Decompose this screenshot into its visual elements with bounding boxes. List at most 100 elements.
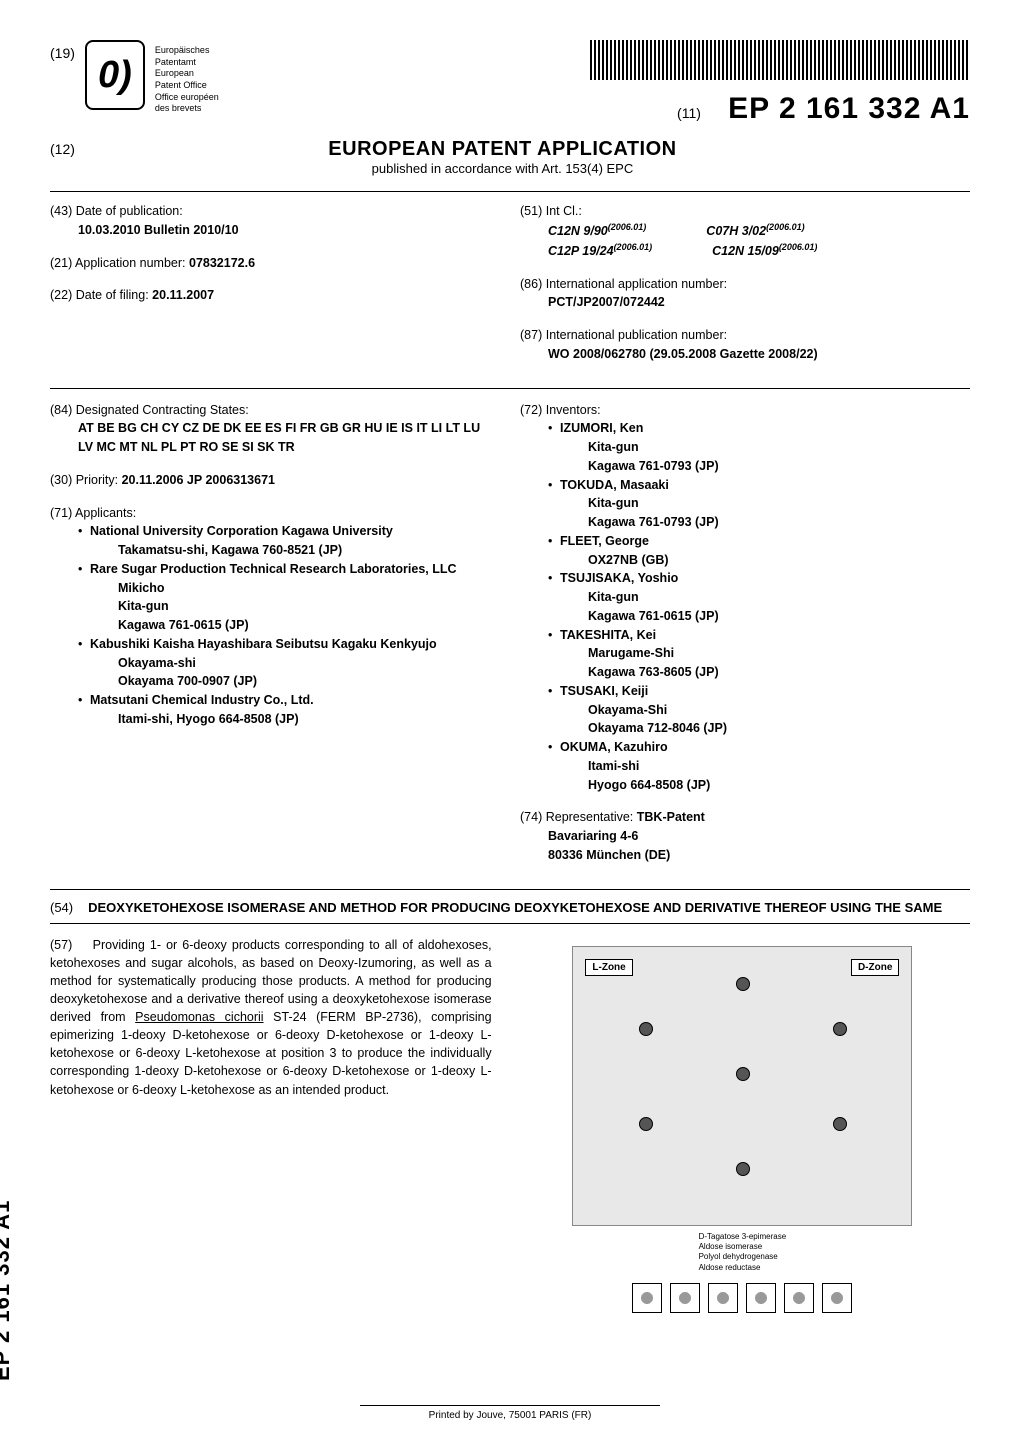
- field-value: 20.11.2007: [152, 288, 214, 302]
- field-11: (11): [677, 105, 701, 121]
- field-22: (22) Date of filing: 20.11.2007: [50, 286, 490, 305]
- header-left: (19) 0) Europäisches Patentamt European …: [50, 40, 219, 115]
- applicant-addr: Okayama 700-0907 (JP): [118, 674, 257, 688]
- field-value: 07832172.6: [189, 256, 255, 270]
- ipc-ver: (2006.01): [608, 222, 647, 232]
- legend-item: Aldose reductase: [699, 1263, 787, 1273]
- field-label: Date of publication:: [76, 204, 183, 218]
- field-43: (43) Date of publication: 10.03.2010 Bul…: [50, 202, 490, 240]
- publication-number: EP 2 161 332 A1: [728, 92, 970, 125]
- field-code: (43): [50, 204, 72, 218]
- ipc-code: C07H 3/02: [706, 224, 766, 238]
- mini-hex-icon: [670, 1283, 700, 1313]
- field-86: (86) International application number: P…: [520, 275, 960, 313]
- field-code: (72): [520, 403, 542, 417]
- field-code: (87): [520, 328, 542, 342]
- barcode: [590, 40, 970, 80]
- invention-title: DEOXYKETOHEXOSE ISOMERASE AND METHOD FOR…: [88, 900, 942, 915]
- applicant: •Rare Sugar Production Technical Researc…: [50, 560, 490, 635]
- field-code: (51): [520, 204, 542, 218]
- biblio-bottom: (84) Designated Contracting States: AT B…: [50, 391, 970, 890]
- figure-main: L-Zone D-Zone: [572, 946, 912, 1226]
- inventor: •TSUJISAKA, YoshioKita-gunKagawa 761-061…: [520, 569, 960, 625]
- field-code: (86): [520, 277, 542, 291]
- field-code: (71): [50, 506, 72, 520]
- field-label: Date of filing:: [76, 288, 149, 302]
- applicant: •National University Corporation Kagawa …: [50, 522, 490, 560]
- main-title: EUROPEAN PATENT APPLICATION: [95, 138, 910, 161]
- biblio-top: (43) Date of publication: 10.03.2010 Bul…: [50, 191, 970, 389]
- ipc-code: C12N 9/90: [548, 224, 608, 238]
- inventor: •TAKESHITA, KeiMarugame-ShiKagawa 763-86…: [520, 626, 960, 682]
- field-30: (30) Priority: 20.11.2006 JP 2006313671: [50, 471, 490, 490]
- rep-addr: 80336 München (DE): [520, 846, 960, 865]
- office-names: Europäisches Patentamt European Patent O…: [155, 40, 219, 115]
- biblio-bottom-left: (84) Designated Contracting States: AT B…: [50, 391, 510, 889]
- office-name-line: des brevets: [155, 103, 219, 115]
- field-57: (57): [50, 938, 72, 952]
- applicant: •Kabushiki Kaisha Hayashibara Seibutsu K…: [50, 635, 490, 691]
- page-footer: Printed by Jouve, 75001 PARIS (FR): [0, 1405, 1020, 1421]
- biblio-top-right: (51) Int Cl.: C12N 9/90(2006.01) C07H 3/…: [510, 192, 970, 388]
- ipc-code: C12P 19/24: [548, 244, 614, 258]
- field-value: AT BE BG CH CY CZ DE DK EE ES FI FR GB G…: [50, 419, 490, 457]
- field-54: (54): [50, 900, 73, 915]
- field-label: International application number:: [546, 277, 727, 291]
- side-publication-number: EP 2 161 332 A1: [0, 1200, 15, 1381]
- field-code: (84): [50, 403, 72, 417]
- ipc-ver: (2006.01): [779, 242, 818, 252]
- abstract-block: (57) Providing 1- or 6-deoxy products co…: [50, 936, 970, 1314]
- field-label: Inventors:: [546, 403, 601, 417]
- applicant-addr: Kagawa 761-0615 (JP): [118, 618, 249, 632]
- header-right: (11) EP 2 161 332 A1: [590, 40, 970, 126]
- field-value: PCT/JP2007/072442: [520, 293, 960, 312]
- pub-number-line: (11) EP 2 161 332 A1: [590, 92, 970, 126]
- field-72: (72) Inventors: •IZUMORI, KenKita-gunKag…: [520, 401, 960, 795]
- applicant-name: Rare Sugar Production Technical Research…: [90, 562, 457, 576]
- field-label: Representative:: [546, 810, 634, 824]
- inventor: •OKUMA, KazuhiroItami-shiHyogo 664-8508 …: [520, 738, 960, 794]
- field-label: Int Cl.:: [546, 204, 582, 218]
- inventor: •TOKUDA, MasaakiKita-gunKagawa 761-0793 …: [520, 476, 960, 532]
- mini-hex-icon: [784, 1283, 814, 1313]
- applicant-addr: Itami-shi, Hyogo 664-8508 (JP): [118, 712, 299, 726]
- legend-item: Polyol dehydrogenase: [699, 1252, 787, 1262]
- applicant-name: Matsutani Chemical Industry Co., Ltd.: [90, 693, 314, 707]
- field-label: Designated Contracting States:: [76, 403, 249, 417]
- figure-bottom-row: [632, 1283, 852, 1313]
- field-21: (21) Application number: 07832172.6: [50, 254, 490, 273]
- epo-logo: 0): [85, 40, 145, 110]
- field-code: (30): [50, 473, 72, 487]
- field-code: (74): [520, 810, 542, 824]
- field-74: (74) Representative: TBK-Patent Bavariar…: [520, 808, 960, 864]
- field-19: (19): [50, 40, 75, 61]
- field-label: Applicants:: [75, 506, 136, 520]
- office-name-line: Europäisches: [155, 45, 219, 57]
- field-value: 20.11.2006 JP 2006313671: [122, 473, 275, 487]
- inventor: •TSUSAKI, KeijiOkayama-ShiOkayama 712-80…: [520, 682, 960, 738]
- field-label: Application number:: [75, 256, 185, 270]
- mini-hex-icon: [822, 1283, 852, 1313]
- field-51: (51) Int Cl.: C12N 9/90(2006.01) C07H 3/…: [520, 202, 960, 261]
- subtitle: published in accordance with Art. 153(4)…: [95, 161, 910, 176]
- legend-item: Aldose isomerase: [699, 1242, 787, 1252]
- office-name-line: European: [155, 68, 219, 80]
- ipc-ver: (2006.01): [766, 222, 805, 232]
- page-header: (19) 0) Europäisches Patentamt European …: [50, 40, 970, 126]
- rep-name: TBK-Patent: [637, 810, 705, 824]
- office-name-line: Patent Office: [155, 80, 219, 92]
- lzone-label: L-Zone: [585, 959, 632, 976]
- field-label: Priority:: [76, 473, 118, 487]
- title-center: EUROPEAN PATENT APPLICATION published in…: [95, 138, 970, 176]
- field-87: (87) International publication number: W…: [520, 326, 960, 364]
- field-value: WO 2008/062780 (29.05.2008 Gazette 2008/…: [520, 345, 960, 364]
- mini-hex-icon: [632, 1283, 662, 1313]
- biblio-top-left: (43) Date of publication: 10.03.2010 Bul…: [50, 192, 510, 388]
- applicant-name: Kabushiki Kaisha Hayashibara Seibutsu Ka…: [90, 637, 437, 651]
- field-12: (12): [50, 138, 75, 157]
- rep-addr: Bavariaring 4-6: [520, 827, 960, 846]
- mini-hex-icon: [746, 1283, 776, 1313]
- field-value: 10.03.2010 Bulletin 2010/10: [50, 221, 490, 240]
- biblio-bottom-right: (72) Inventors: •IZUMORI, KenKita-gunKag…: [510, 391, 970, 889]
- abstract-text: (57) Providing 1- or 6-deoxy products co…: [50, 936, 492, 1314]
